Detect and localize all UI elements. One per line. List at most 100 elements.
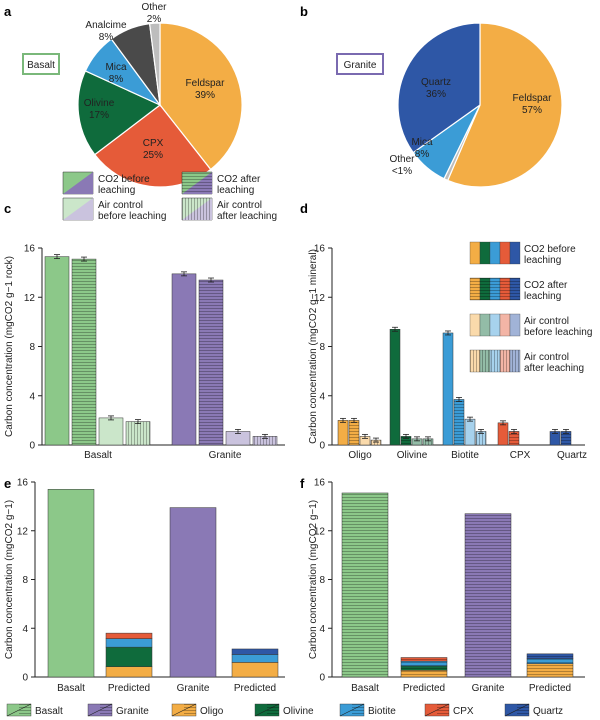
bar-olivine-1-pattern	[401, 436, 411, 445]
legend-swatch-pattern	[19, 704, 31, 716]
panel-label-d: d	[300, 201, 308, 216]
pie-slice-quartz	[397, 22, 481, 154]
bar-oligo-1-pattern	[349, 420, 359, 445]
legend-label-2: before leaching	[524, 327, 592, 338]
legend-label: Air control	[98, 200, 143, 211]
pie-pct-feldspar: 39%	[195, 90, 215, 101]
legend-swatch	[499, 313, 511, 337]
legend-swatch-pattern	[100, 704, 112, 716]
y-tick-label: 4	[22, 624, 28, 635]
pie-slice-other	[148, 22, 161, 106]
legend-swatch-pattern	[184, 704, 196, 716]
y-tick-label: 16	[17, 478, 29, 489]
legend-label: Air control	[524, 316, 569, 327]
pie-title-box	[336, 53, 384, 75]
legend-label-biotite: Biotite	[368, 706, 396, 717]
bar-predicted-olivine	[105, 646, 153, 667]
bar-granite-1-pattern	[199, 280, 223, 445]
pie-title-box	[22, 53, 60, 75]
bar-biotite-3-pattern	[476, 431, 486, 445]
legend-swatch	[489, 241, 501, 265]
panel-label-a: a	[4, 4, 12, 19]
bottom-legend: Basalt Granite Oligo Olivine Biotite CPX Quart…	[6, 703, 563, 717]
y-tick-label: 12	[314, 293, 326, 304]
bar-predicted-biotite	[105, 638, 153, 648]
bar-predicted-biotite-pattern	[401, 661, 447, 667]
x-tick-label: Granite	[177, 683, 210, 694]
pie-pct-cpx: 25%	[143, 150, 163, 161]
y-tick-label: 4	[319, 624, 325, 635]
bar-predicted-oligo-pattern	[401, 670, 447, 677]
legend-label-basalt: Basalt	[35, 706, 63, 717]
y-tick-label: 16	[314, 244, 326, 255]
x-tick-label: Predicted	[529, 683, 571, 694]
bar-predicted-oligo-pattern	[527, 663, 573, 677]
y-axis-label: Carbon concentration (mgCO2 g−1 mineral)	[308, 249, 319, 444]
panel-label-f: f	[300, 476, 305, 491]
y-axis-label: Carbon concentration (mgCO2 g−1)	[308, 500, 319, 659]
legend-swatch-pattern	[182, 172, 212, 194]
x-tick-label: CPX	[510, 450, 531, 461]
y-tick-label: 8	[22, 575, 28, 586]
bar-olivine-0	[389, 329, 401, 446]
legend-label-granite: Granite	[116, 706, 149, 717]
legend-label-olivine: Olivine	[283, 706, 314, 717]
pie-slice-feldspar	[446, 22, 563, 188]
bar-predicted-quartz-pattern	[527, 653, 573, 659]
bar-predicted-olivine-pattern	[401, 666, 447, 671]
x-tick-label: Granite	[472, 683, 505, 694]
legend-swatch-tri	[63, 198, 93, 220]
legend-swatch-pattern	[470, 278, 520, 300]
x-tick-label: Biotite	[451, 450, 479, 461]
y-tick-label: 12	[314, 526, 326, 537]
legend-swatch-pattern	[470, 350, 520, 372]
pie-pct-analcime: 8%	[99, 32, 114, 43]
pie-label-quartz: Quartz	[421, 77, 451, 88]
axes-c: 0 4 8 12 16 Carbon concentration (mgCO2 g−1 r…	[4, 244, 285, 461]
legend-label-oligo: Oligo	[200, 706, 224, 717]
pie-pct-feldspar: 57%	[522, 105, 542, 116]
legend-swatch-pattern	[437, 704, 449, 716]
legend-swatch	[479, 241, 491, 265]
pie-pct-quartz: 36%	[426, 89, 446, 100]
x-tick-label: Predicted	[234, 683, 276, 694]
y-tick-label: 4	[319, 391, 325, 402]
pie-label-mica: Mica	[411, 137, 433, 148]
bar-predicted-oligo	[231, 662, 279, 678]
y-tick-label: 4	[29, 391, 35, 402]
legend-label: CO2 after	[217, 174, 261, 185]
legend-label-2: before leaching	[98, 211, 166, 222]
pie-slice-olivine	[77, 70, 162, 156]
legend-label-2: leaching	[524, 255, 561, 266]
pie-pct-mica: 8%	[109, 74, 124, 85]
legend-swatch-pattern	[267, 704, 279, 716]
panel-label-b: b	[300, 4, 308, 19]
bar-basalt-1-pattern	[72, 259, 96, 445]
legend-swatch	[509, 241, 521, 265]
y-tick-label: 16	[314, 478, 326, 489]
bar-predicted-biotite	[231, 654, 279, 663]
bar-biotite-0	[442, 332, 454, 446]
pie-label-other: Other	[389, 154, 415, 165]
y-tick-label: 0	[319, 673, 325, 684]
bar-granite-0	[171, 273, 197, 446]
pie-pct-other: 2%	[147, 14, 162, 25]
x-tick-label: Olivine	[397, 450, 428, 461]
legend-label-cpx: CPX	[453, 706, 474, 717]
pie-label-mica: Mica	[105, 62, 127, 73]
bar-oligo-3-pattern	[371, 440, 381, 445]
y-tick-label: 8	[29, 342, 35, 353]
y-axis-label: Carbon concentration (mgCO2 g−1)	[4, 500, 15, 659]
legend-swatch-pattern	[182, 198, 212, 220]
legend-swatch-pattern	[517, 704, 529, 716]
bar-cpx-1-pattern	[509, 431, 519, 445]
legend-label-2: leaching	[524, 291, 561, 302]
bar-granite-3-pattern	[253, 436, 277, 445]
legend-label-2: after leaching	[524, 363, 584, 374]
legend-swatch-pattern	[352, 704, 364, 716]
bar-biotite-2	[464, 418, 476, 446]
